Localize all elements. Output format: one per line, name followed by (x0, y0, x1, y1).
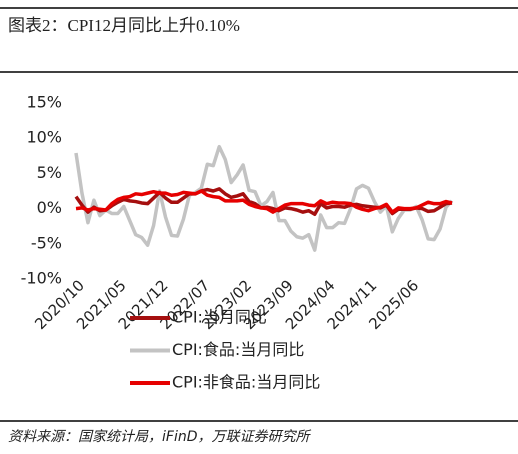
legend-label: CPI:非食品:当月同比 (172, 373, 320, 392)
y-tick-label: -10% (21, 269, 62, 288)
source: 资料来源：国家统计局，iFinD，万联证券研究所 (8, 429, 311, 445)
y-tick-label: 15% (26, 93, 62, 112)
y-tick-label: 0% (37, 198, 62, 217)
legend-label: CPI:当月同比 (172, 308, 267, 327)
chart-title: 图表2：CPI12月同比上升0.10% (8, 16, 240, 35)
y-tick-label: 5% (37, 163, 62, 182)
series-line (74, 144, 454, 252)
y-tick-label: -5% (31, 233, 62, 252)
y-tick-label: 10% (26, 128, 62, 147)
series-line (75, 189, 453, 214)
legend-label: CPI:食品:当月同比 (172, 340, 304, 359)
